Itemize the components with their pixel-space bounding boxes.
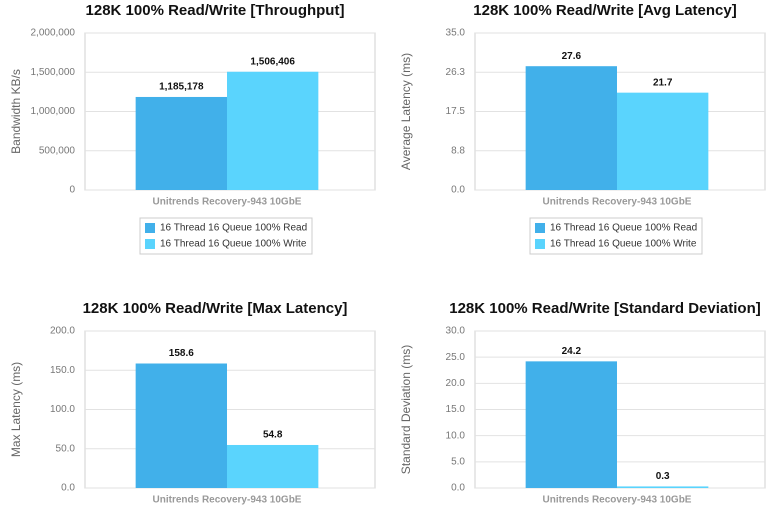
y-tick-label: 25.0 (446, 352, 466, 363)
value-label: 1,506,406 (250, 56, 295, 67)
legend-swatch (535, 239, 545, 249)
y-tick-label: 100.0 (50, 404, 75, 415)
x-tick-label: Unitrends Recovery-943 10GbE (543, 197, 692, 208)
y-tick-label: 15.0 (446, 404, 466, 415)
y-tick-label: 500,000 (39, 145, 76, 156)
y-tick-label: 8.8 (451, 145, 465, 156)
chart-title: 128K 100% Read/Write [Avg Latency] (473, 2, 736, 19)
value-label: 27.6 (562, 51, 582, 62)
y-tick-label: 20.0 (446, 378, 466, 389)
bar (227, 71, 319, 190)
chart: 128K 100% Read/Write [Avg Latency] Averag… (399, 2, 766, 255)
y-tick-label: 0.0 (451, 185, 465, 196)
bar (525, 361, 617, 488)
value-label: 0.3 (656, 471, 670, 482)
chart: 128K 100% Read/Write [Max Latency] Max La… (9, 300, 376, 506)
y-axis-label: Standard Deviation (ms) (399, 345, 413, 474)
bar (135, 363, 227, 488)
y-tick-label: 2,000,000 (31, 28, 76, 39)
chart: 128K 100% Read/Write [Standard Deviation… (399, 300, 766, 506)
y-tick-label: 150.0 (50, 365, 75, 376)
y-tick-label: 50.0 (56, 443, 76, 454)
y-tick-label: 0.0 (451, 483, 465, 494)
bar (617, 92, 709, 190)
y-tick-label: 1,500,000 (31, 67, 76, 78)
y-tick-label: 0 (69, 185, 75, 196)
y-tick-label: 30.0 (446, 326, 466, 337)
y-axis-label: Max Latency (ms) (9, 362, 23, 457)
bar (617, 486, 709, 488)
y-tick-label: 0.0 (61, 483, 75, 494)
legend-box (139, 217, 313, 255)
legend-label: 16 Thread 16 Queue 100% Write (160, 239, 307, 250)
y-axis-label: Average Latency (ms) (399, 53, 413, 170)
bar (525, 66, 617, 190)
y-tick-label: 200.0 (50, 326, 75, 337)
legend-box (529, 217, 703, 255)
y-tick-label: 10.0 (446, 430, 466, 441)
chart-title: 128K 100% Read/Write [Max Latency] (83, 300, 348, 317)
y-tick-label: 35.0 (446, 28, 466, 39)
value-label: 158.6 (169, 348, 194, 359)
value-label: 1,185,178 (159, 82, 204, 93)
chart-title: 128K 100% Read/Write [Standard Deviation… (449, 300, 760, 317)
y-tick-label: 26.3 (446, 67, 466, 78)
chart: 128K 100% Read/Write [Throughput] Bandwid… (9, 2, 376, 255)
legend-label: 16 Thread 16 Queue 100% Write (550, 239, 697, 250)
y-axis-label: Bandwidth KB/s (9, 69, 23, 154)
value-label: 24.2 (562, 346, 582, 357)
y-tick-label: 1,000,000 (31, 106, 76, 117)
x-tick-label: Unitrends Recovery-943 10GbE (543, 495, 692, 506)
y-tick-label: 5.0 (451, 456, 465, 467)
legend-label: 16 Thread 16 Queue 100% Read (160, 223, 307, 234)
value-label: 54.8 (263, 430, 283, 441)
value-label: 21.7 (653, 77, 673, 88)
x-tick-label: Unitrends Recovery-943 10GbE (153, 197, 302, 208)
legend-label: 16 Thread 16 Queue 100% Read (550, 223, 697, 234)
chart-title: 128K 100% Read/Write [Throughput] (86, 2, 345, 19)
x-tick-label: Unitrends Recovery-943 10GbE (153, 495, 302, 506)
y-tick-label: 17.5 (446, 106, 466, 117)
legend-swatch (535, 223, 545, 233)
bar (135, 96, 227, 190)
legend-swatch (145, 223, 155, 233)
bar (227, 444, 319, 488)
legend-swatch (145, 239, 155, 249)
